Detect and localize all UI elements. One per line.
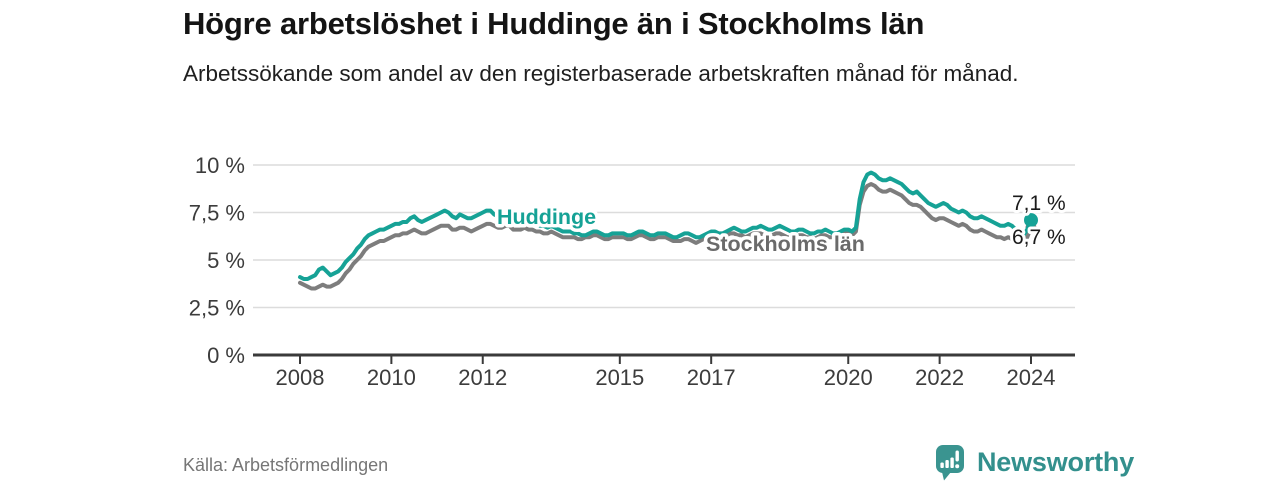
y-axis-label: 2,5 %	[189, 296, 245, 321]
y-axis-label: 5 %	[207, 248, 245, 273]
end-value-label-huddinge: 7,1 %	[1012, 192, 1066, 215]
x-axis-label: 2020	[824, 365, 873, 390]
y-axis-label: 7,5 %	[189, 201, 245, 226]
x-axis-label: 2010	[367, 365, 416, 390]
x-axis-label: 2012	[458, 365, 507, 390]
x-axis-label: 2017	[687, 365, 736, 390]
series-line-stockholms-l-n	[298, 182, 1033, 291]
page-title: Högre arbetslöshet i Huddinge än i Stock…	[183, 6, 925, 41]
series-line-huddinge	[298, 170, 1033, 281]
y-axis-label: 0 %	[207, 343, 245, 368]
series-end-dot-huddinge	[1024, 213, 1038, 228]
series-label-huddinge: Huddinge	[497, 205, 596, 229]
x-axis-label: 2022	[915, 365, 964, 390]
newsworthy-wordmark: Newsworthy	[977, 447, 1135, 477]
page-subtitle: Arbetssökande som andel av den registerb…	[183, 61, 1019, 86]
x-axis-label: 2024	[1007, 365, 1056, 390]
plot-svg: 0 % 2,5 % 5 % 7,5 % 10 % 2008 2010 2012 2015 2017…	[189, 153, 1075, 390]
newsworthy-logo[interactable]: Newsworthy	[934, 444, 1134, 481]
x-axis-label: 2015	[595, 365, 644, 390]
end-value-label-stockholms-l-n: 6,7 %	[1012, 226, 1066, 249]
y-axis-label: 10 %	[195, 153, 245, 178]
x-axis-label: 2008	[276, 365, 325, 390]
newsworthy-bubble-chart-icon	[936, 445, 964, 481]
source-note: Källa: Arbetsförmedlingen	[183, 455, 389, 475]
unemployment-line-chart: 0 % 2,5 % 5 % 7,5 % 10 % 2008 2010 2012 2015 2017…	[0, 140, 1280, 400]
series-label-stockholms-l-n: Stockholms län	[706, 232, 865, 256]
